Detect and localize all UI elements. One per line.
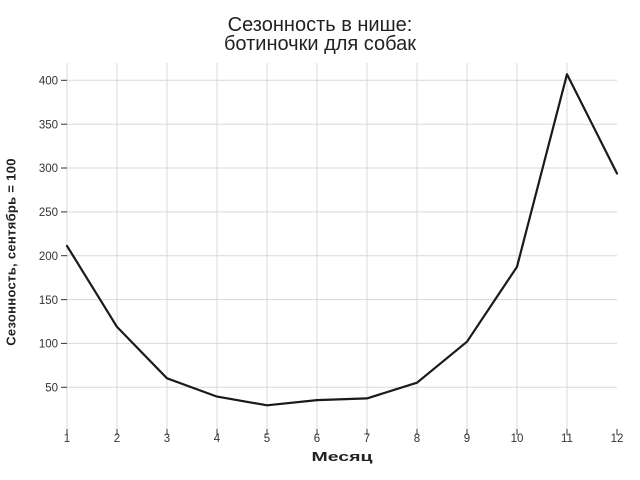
svg-text:10: 10 [511,433,524,445]
svg-text:4: 4 [214,433,221,445]
svg-text:350: 350 [39,119,58,131]
svg-text:12: 12 [611,433,624,445]
svg-text:3: 3 [164,433,170,445]
svg-text:1: 1 [64,433,70,445]
svg-text:250: 250 [39,207,58,219]
svg-text:9: 9 [464,433,470,445]
svg-text:200: 200 [39,251,58,263]
svg-text:6: 6 [314,433,320,445]
svg-text:50: 50 [45,383,58,395]
svg-text:2: 2 [114,433,120,445]
svg-text:300: 300 [39,163,58,175]
svg-text:5: 5 [264,433,270,445]
svg-text:100: 100 [39,339,58,351]
svg-text:11: 11 [561,433,573,445]
svg-text:150: 150 [39,295,58,307]
svg-text:8: 8 [414,433,420,445]
svg-text:400: 400 [39,76,58,88]
svg-text:7: 7 [364,433,370,445]
